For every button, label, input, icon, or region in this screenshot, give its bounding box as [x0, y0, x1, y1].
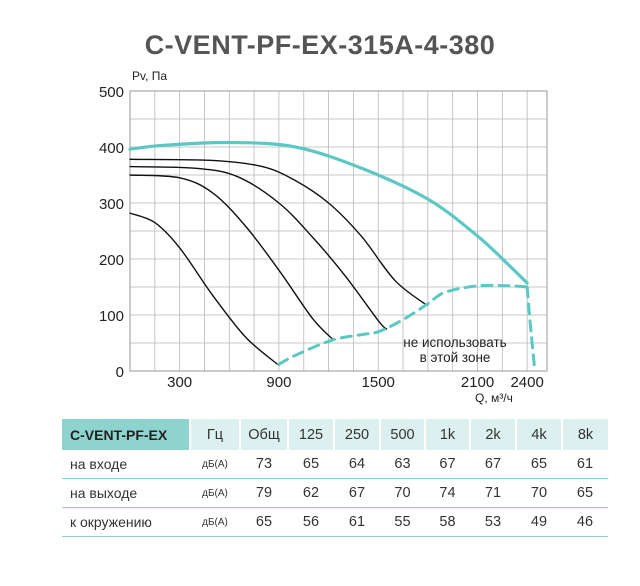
unit-cell: дБ(А)	[202, 516, 228, 528]
value-cell: 67	[484, 456, 502, 472]
value-cell: 71	[484, 485, 502, 501]
series-line-limit-5	[277, 283, 529, 366]
value-cell: 62	[302, 485, 320, 501]
x-tick-label: 900	[266, 374, 291, 391]
band-header: 1k	[424, 419, 470, 450]
value-cell: 61	[348, 514, 366, 530]
value-cell: 58	[439, 514, 456, 530]
band-header: 8k	[561, 419, 608, 450]
y-tick-label: 500	[99, 84, 124, 101]
x-tick-label: 2100	[461, 374, 494, 391]
value-cell: 67	[439, 456, 456, 472]
table-row: на выходе дБ(А) 79 62 67 70 74 71 70 65	[62, 479, 608, 508]
unit-cell: дБ(А)	[202, 487, 228, 499]
value-cell: 64	[348, 456, 366, 472]
series-line-max-0	[128, 140, 529, 285]
value-cell: 73	[255, 456, 273, 472]
y-tick-label: 0	[116, 364, 124, 381]
x-tick-label: 1500	[362, 374, 395, 391]
band-header: Общ	[239, 419, 288, 450]
value-cell: 63	[394, 456, 411, 472]
x-axis-label: Q, м³/ч	[475, 391, 513, 405]
series-line-limit-6	[525, 285, 537, 370]
band-header: 2k	[469, 419, 516, 450]
row-label: на входе	[70, 456, 128, 472]
row-label: на выходе	[70, 485, 138, 501]
y-axis-label: Pv, Па	[132, 69, 167, 83]
value-cell: 65	[576, 485, 594, 501]
y-tick-label: 100	[99, 308, 124, 325]
unit-cell: дБ(А)	[202, 458, 228, 470]
value-cell: 56	[302, 514, 320, 530]
value-cell: 67	[348, 485, 366, 501]
hz-header: Гц	[189, 419, 240, 450]
value-cell: 70	[394, 485, 411, 501]
x-tick-label: 2400	[510, 374, 543, 391]
model-header: C-VENT-PF-EX	[62, 419, 190, 450]
value-cell: 53	[484, 514, 502, 530]
series-line-curve-4	[129, 158, 427, 306]
table-row: на входе дБ(А) 73 65 64 63 67 67 65 61	[62, 450, 608, 479]
band-header: 4k	[515, 419, 562, 450]
noise-table-header: C-VENT-PF-EX Гц Общ 125 250 500 1k 2k 4k…	[62, 419, 608, 450]
value-cell: 46	[576, 514, 594, 530]
value-cell: 55	[394, 514, 411, 530]
y-tick-label: 300	[99, 196, 124, 213]
value-cell: 65	[302, 456, 320, 472]
band-header: 500	[379, 419, 425, 450]
table-row: к окружению дБ(А) 65 56 61 55 58 53 49 4…	[62, 508, 608, 537]
band-header: 250	[333, 419, 380, 450]
series-line-curve-2	[129, 174, 333, 340]
fan-performance-chart: 0 100 200 300 400 500 300 900 1500 2100 2400 Pv, Па…	[99, 69, 548, 405]
series-line-curve-1	[129, 212, 280, 367]
x-tick-label: 300	[167, 374, 192, 391]
grid	[130, 91, 547, 371]
value-cell: 70	[530, 485, 548, 501]
band-header: 125	[287, 419, 334, 450]
row-label: к окружению	[70, 514, 152, 530]
y-tick-label: 200	[99, 252, 124, 269]
y-tick-label: 400	[99, 140, 124, 157]
plot-frame	[129, 90, 548, 372]
value-cell: 49	[530, 514, 548, 530]
series-line-curve-3	[129, 165, 388, 330]
value-cell: 65	[255, 514, 273, 530]
value-cell: 74	[439, 485, 456, 501]
zone-annotation: не использовать в этой зоне	[403, 335, 506, 365]
value-cell: 79	[255, 485, 273, 501]
chart-title: C-VENT-PF-EX-315A-4-380	[144, 30, 496, 60]
value-cell: 65	[530, 456, 548, 472]
noise-table: C-VENT-PF-EX Гц Общ 125 250 500 1k 2k 4k…	[62, 419, 608, 537]
value-cell: 61	[576, 456, 594, 472]
